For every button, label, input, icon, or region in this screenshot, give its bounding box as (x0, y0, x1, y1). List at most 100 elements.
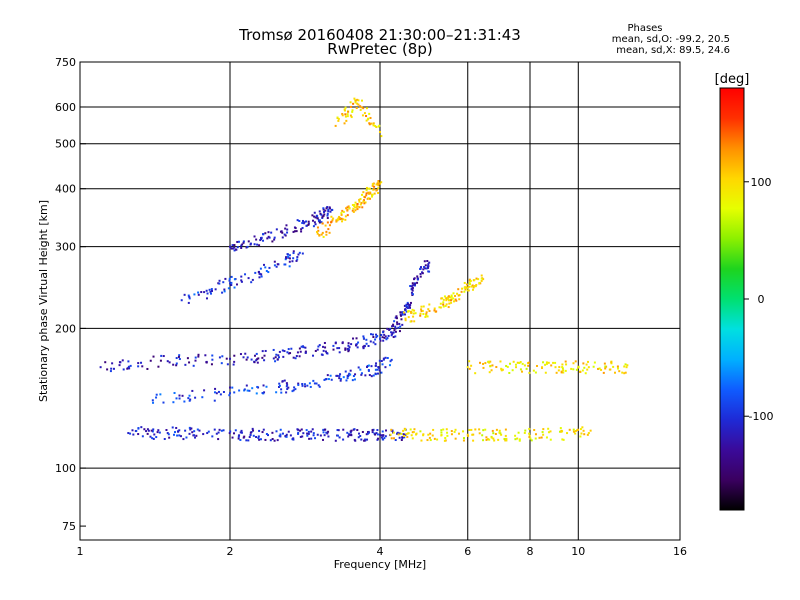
data-point (210, 363, 213, 366)
data-point (508, 371, 511, 374)
data-point (379, 337, 382, 340)
data-point (240, 429, 243, 432)
data-point (415, 432, 418, 435)
data-point (307, 220, 310, 223)
data-point (147, 429, 150, 432)
data-point (237, 437, 240, 440)
data-point (390, 428, 393, 431)
data-point (347, 433, 350, 436)
data-point (228, 432, 231, 435)
data-point (353, 203, 356, 206)
data-point (386, 337, 389, 340)
data-point (347, 350, 350, 353)
data-point (411, 287, 414, 290)
data-point (246, 245, 249, 248)
data-point (449, 296, 452, 299)
data-point (454, 428, 457, 431)
colorbar-tick-label: 0 (758, 293, 765, 306)
data-point (307, 430, 310, 433)
data-point (337, 119, 340, 122)
data-point (316, 433, 319, 436)
data-point (362, 199, 365, 202)
data-point (316, 348, 319, 351)
data-point (328, 224, 331, 227)
data-point (316, 232, 319, 235)
data-point (577, 366, 580, 369)
data-point (369, 116, 372, 119)
data-point (345, 207, 348, 210)
data-point (429, 432, 432, 435)
data-point (336, 429, 339, 432)
data-point (554, 361, 557, 364)
data-point (324, 350, 327, 353)
data-point (462, 439, 465, 442)
data-point (404, 308, 407, 311)
data-point (353, 428, 356, 431)
data-point (517, 431, 520, 434)
data-point (377, 372, 380, 375)
data-point (267, 271, 270, 274)
data-point (547, 427, 550, 430)
data-point (345, 119, 348, 122)
data-point (419, 314, 422, 317)
data-point (233, 432, 236, 435)
data-point (321, 231, 324, 234)
data-point (484, 428, 487, 431)
data-point (371, 195, 374, 198)
data-point (152, 401, 155, 404)
data-point (271, 438, 274, 441)
data-point (279, 230, 282, 233)
data-point (347, 205, 350, 208)
data-point (305, 224, 308, 227)
data-point (201, 396, 204, 399)
data-point (214, 391, 217, 394)
data-point (356, 205, 359, 208)
data-point (240, 244, 243, 247)
data-point (462, 437, 465, 440)
data-point (560, 371, 563, 374)
data-point (381, 438, 384, 441)
data-point (364, 374, 367, 377)
data-point (349, 373, 352, 376)
data-point (580, 432, 583, 435)
data-point (215, 432, 218, 435)
data-point (253, 361, 256, 364)
data-point (401, 436, 404, 439)
data-point (184, 429, 187, 432)
data-point (360, 106, 363, 109)
data-point (487, 360, 490, 363)
data-point (253, 235, 256, 238)
data-point (419, 312, 422, 315)
data-point (364, 439, 367, 442)
data-point (376, 429, 379, 432)
data-point (554, 366, 557, 369)
data-point (261, 392, 264, 395)
data-point (229, 246, 232, 249)
data-point (381, 430, 384, 433)
data-point (155, 396, 158, 399)
data-point (577, 428, 580, 431)
data-point (374, 364, 377, 367)
data-point (234, 248, 237, 251)
data-point (412, 431, 415, 434)
data-point (427, 270, 430, 273)
data-point (327, 435, 330, 438)
data-point (177, 430, 180, 433)
data-point (323, 434, 326, 437)
data-point (346, 377, 349, 380)
data-point (126, 367, 129, 370)
data-point (420, 439, 423, 442)
data-point (296, 351, 299, 354)
data-point (356, 203, 359, 206)
data-point (245, 384, 248, 387)
data-point (405, 303, 408, 306)
data-point (528, 432, 531, 435)
data-point (478, 361, 481, 364)
data-point (322, 235, 325, 238)
y-tick-label: 750 (55, 56, 76, 69)
data-point (394, 316, 397, 319)
data-point (435, 310, 438, 313)
data-point (178, 394, 181, 397)
data-point (198, 429, 201, 432)
data-point (474, 428, 477, 431)
